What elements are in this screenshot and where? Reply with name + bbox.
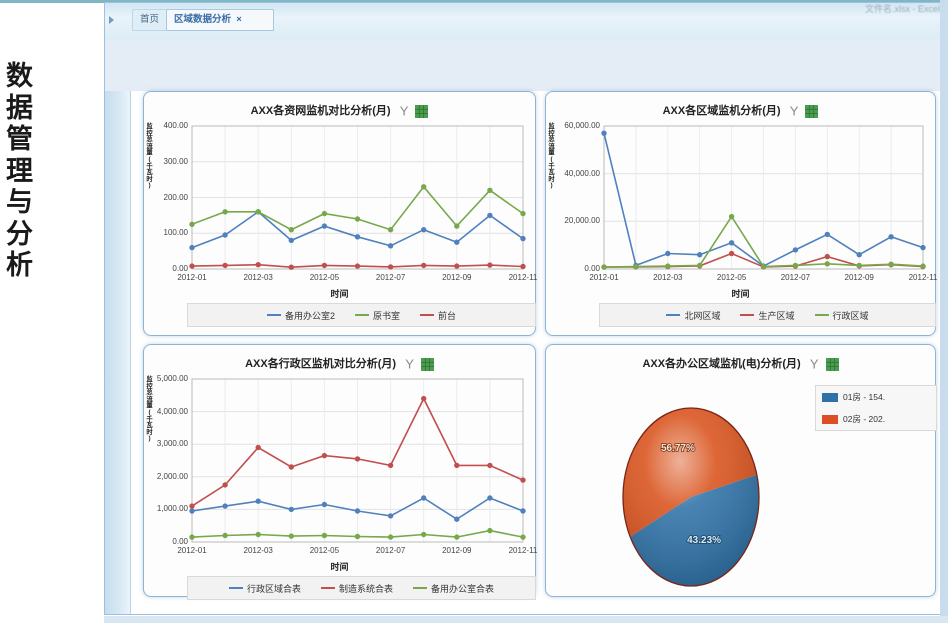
svg-text:43.23%: 43.23% [687,535,721,546]
svg-text:56.77%: 56.77% [661,443,695,454]
